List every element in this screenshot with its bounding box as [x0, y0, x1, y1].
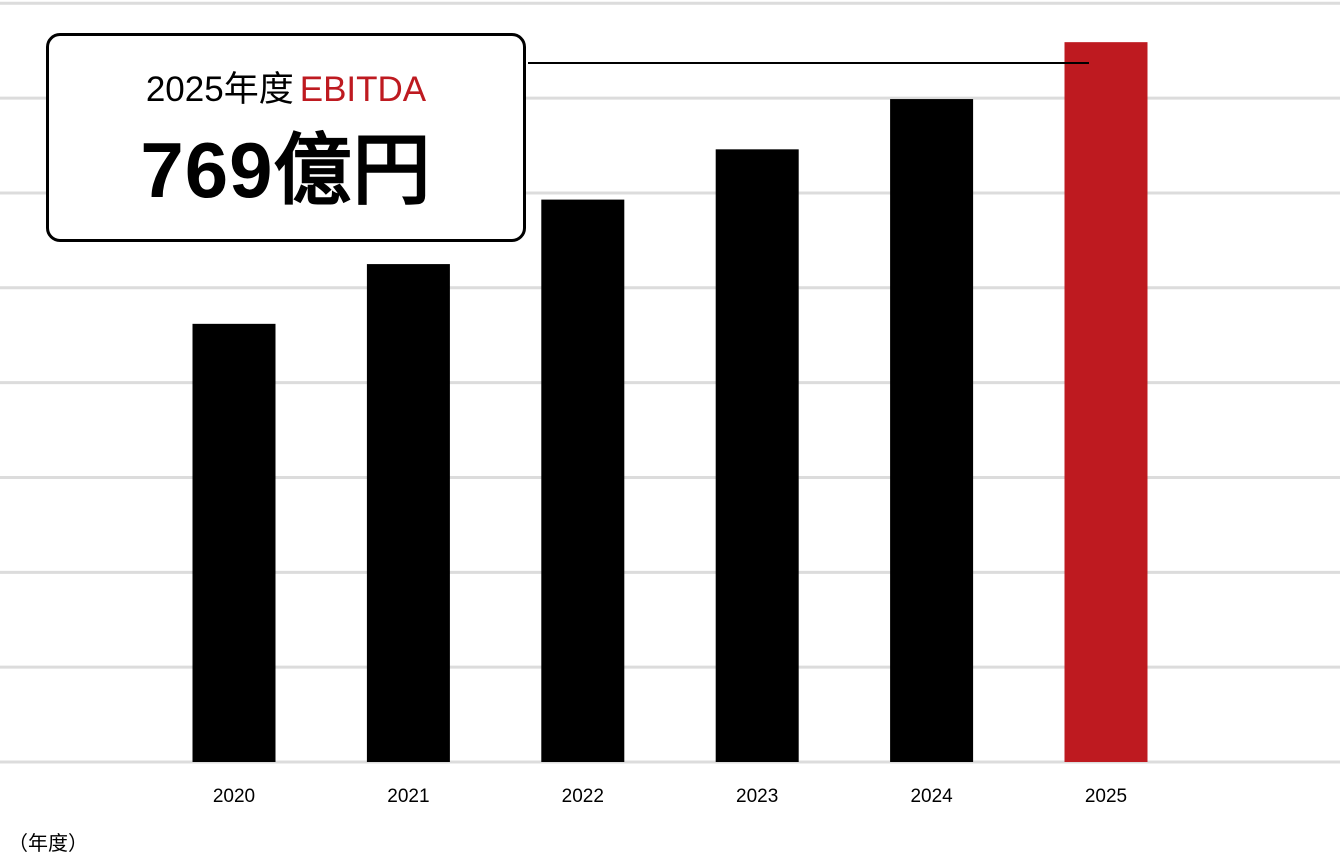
bar-2021	[366, 264, 450, 762]
bar-2023	[715, 149, 799, 762]
x-tick-2024: 2024	[910, 786, 953, 807]
bar-2024	[890, 99, 974, 762]
x-tick-labels: 2020 2021 2022 2023 2024 2025	[213, 786, 1127, 807]
bar-2025	[1064, 42, 1148, 762]
x-tick-2025: 2025	[1085, 786, 1127, 807]
callout-metric: EBITDA	[299, 70, 427, 109]
callout-year: 2025年度	[145, 70, 294, 109]
x-axis-unit-label: （年度）	[8, 833, 88, 855]
x-tick-2023: 2023	[736, 786, 778, 807]
bars	[192, 42, 1148, 762]
x-tick-2022: 2022	[562, 786, 604, 807]
callout-value: 769億円	[140, 126, 432, 214]
bar-2022	[541, 199, 625, 762]
x-tick-2020: 2020	[213, 786, 255, 807]
ebitda-callout-box: 2025年度 EBITDA 769億円	[46, 33, 526, 242]
x-tick-2021: 2021	[387, 786, 429, 807]
bar-2020	[192, 323, 276, 762]
callout-heading: 2025年度 EBITDA	[49, 70, 523, 110]
